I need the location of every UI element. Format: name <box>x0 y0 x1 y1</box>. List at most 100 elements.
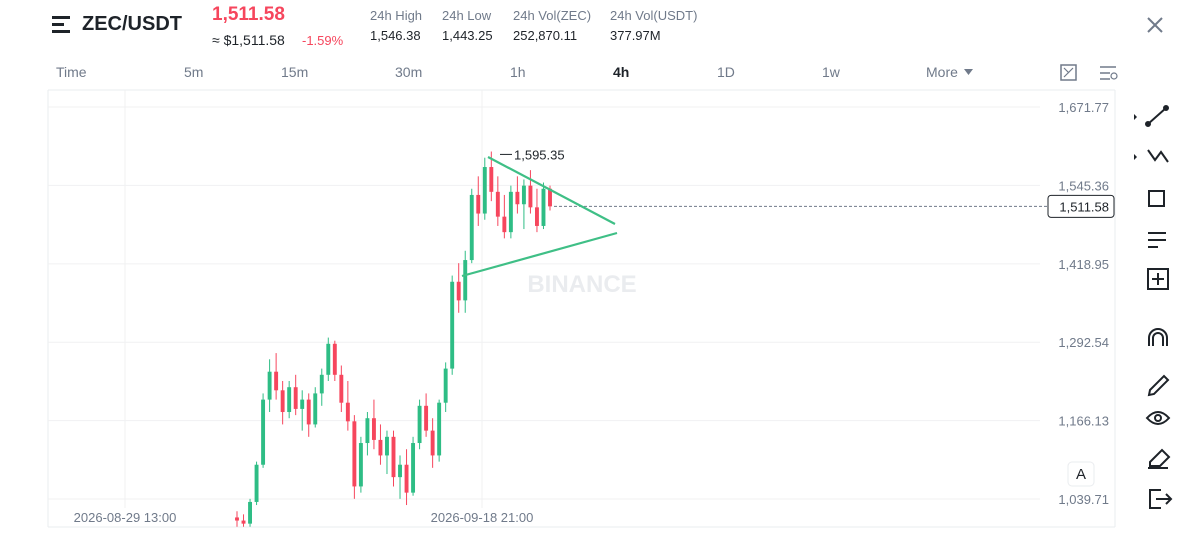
x-tick-label: 2026-08-29 13:00 <box>74 510 177 525</box>
candle-body <box>521 185 526 205</box>
interval-tab[interactable]: 1h <box>510 64 526 80</box>
candle-body <box>456 281 461 301</box>
candle-body <box>280 390 285 413</box>
candle-body <box>424 405 429 431</box>
interval-tab[interactable]: 1D <box>717 64 735 80</box>
trend-line[interactable] <box>487 156 616 225</box>
auto-scale-button[interactable] <box>1067 461 1095 487</box>
candle-body <box>508 191 513 233</box>
candle-body <box>411 443 416 493</box>
candle-body <box>326 343 331 375</box>
candle-body <box>261 399 266 465</box>
y-tick-label: 1,545.36 <box>1058 178 1109 193</box>
stat-value: 377.97M <box>610 28 661 43</box>
candle-body <box>352 421 357 487</box>
y-tick-label: 1,671.77 <box>1058 100 1109 115</box>
pair-name[interactable]: ZEC/USDT <box>82 13 182 35</box>
candle-body <box>404 464 409 493</box>
candle-body <box>235 517 239 521</box>
more-arrow <box>964 69 973 75</box>
stat-value: 1,443.25 <box>442 28 493 43</box>
y-tick-label: 1,166.13 <box>1058 414 1109 429</box>
fib-tool[interactable] <box>1147 149 1169 163</box>
chart: BINANCE 1,671.77 1,545.36 1,418.95 1,292.54… <box>47 89 1116 528</box>
candle-body <box>495 191 500 217</box>
candle-body <box>489 167 494 192</box>
line-tool[interactable] <box>1147 107 1167 125</box>
candle-body <box>502 216 507 233</box>
stat-label: 24h Vol(ZEC) <box>513 8 592 23</box>
y-tick-label: 1,292.54 <box>1058 335 1109 350</box>
candle-body <box>417 405 422 444</box>
candle-body <box>515 191 520 205</box>
chart-settings[interactable] <box>1060 64 1120 82</box>
visibility-tool[interactable] <box>1145 411 1171 425</box>
approx-price: ≈ $1,511.58 <box>212 32 285 48</box>
candle-body <box>287 387 292 413</box>
candle-body <box>248 501 252 524</box>
candle-body <box>274 371 279 391</box>
candle-body <box>371 418 376 440</box>
stat-value: 1,546.38 <box>370 28 421 43</box>
candle-body <box>463 260 468 301</box>
interval-tab[interactable]: More <box>926 64 958 80</box>
candle-body <box>332 343 337 375</box>
interval-tab[interactable]: 30m <box>395 64 423 80</box>
y-tick-label: 1,039.71 <box>1058 492 1109 507</box>
candle-body <box>319 374 324 394</box>
candle-body <box>528 185 533 208</box>
stat-label: 24h Vol(USDT) <box>610 8 698 23</box>
auto-scale-label: A <box>1076 466 1086 483</box>
measure-tool[interactable] <box>1147 268 1169 290</box>
interval-tab[interactable]: 1w <box>822 64 840 80</box>
candle-body <box>398 464 402 478</box>
candle-body <box>437 402 442 456</box>
last-price-box <box>1047 194 1115 218</box>
x-tick-label: 2026-09-18 21:00 <box>431 510 534 525</box>
close-button[interactable] <box>1146 16 1164 34</box>
trend-line[interactable] <box>461 231 618 278</box>
candle-body <box>385 436 389 456</box>
candle-body <box>300 399 305 409</box>
candle-body <box>535 207 539 226</box>
candle-body <box>313 393 318 425</box>
drawing-toolbar <box>1134 105 1173 509</box>
candle-body <box>339 374 344 403</box>
interval-tab[interactable]: Time <box>56 64 87 80</box>
candle-body <box>345 402 350 422</box>
interval-tab[interactable]: 5m <box>184 64 204 80</box>
candle-body <box>476 194 481 214</box>
candle-body <box>254 464 259 502</box>
last-price: 1,511.58 <box>212 4 285 25</box>
stat-label: 24h High <box>370 8 423 23</box>
last-price-label: 1,511.58 <box>1059 199 1109 214</box>
y-tick-label: 1,418.95 <box>1058 257 1109 272</box>
exit-tool[interactable] <box>1149 489 1173 509</box>
candle-body <box>378 439 383 456</box>
candle-body <box>241 520 246 524</box>
candle-body <box>482 167 487 214</box>
candle-body <box>391 436 396 478</box>
candle-body <box>365 418 370 444</box>
interval-tab[interactable]: 15m <box>281 64 309 80</box>
logo-icon <box>52 16 70 33</box>
magnet-tool[interactable] <box>1148 328 1168 346</box>
text-tool[interactable] <box>1148 232 1166 248</box>
candle-body <box>306 399 311 425</box>
watermark: BINANCE <box>527 271 636 298</box>
candle-body <box>293 387 298 409</box>
high-marker-label: 1,595.35 <box>514 147 565 162</box>
price-change: -1.59% <box>302 33 344 48</box>
candle-body <box>267 371 272 400</box>
candle-body <box>469 194 474 261</box>
eraser-tool[interactable] <box>1148 448 1171 469</box>
candle-body <box>430 430 435 456</box>
pencil-tool[interactable] <box>1147 374 1170 397</box>
candle-body <box>548 188 552 207</box>
stat-label: 24h Low <box>442 8 492 23</box>
stat-value: 252,870.11 <box>513 28 578 43</box>
interval-tab[interactable]: 4h <box>613 64 630 80</box>
candle-body <box>358 443 363 487</box>
shape-tool[interactable] <box>1148 190 1165 207</box>
